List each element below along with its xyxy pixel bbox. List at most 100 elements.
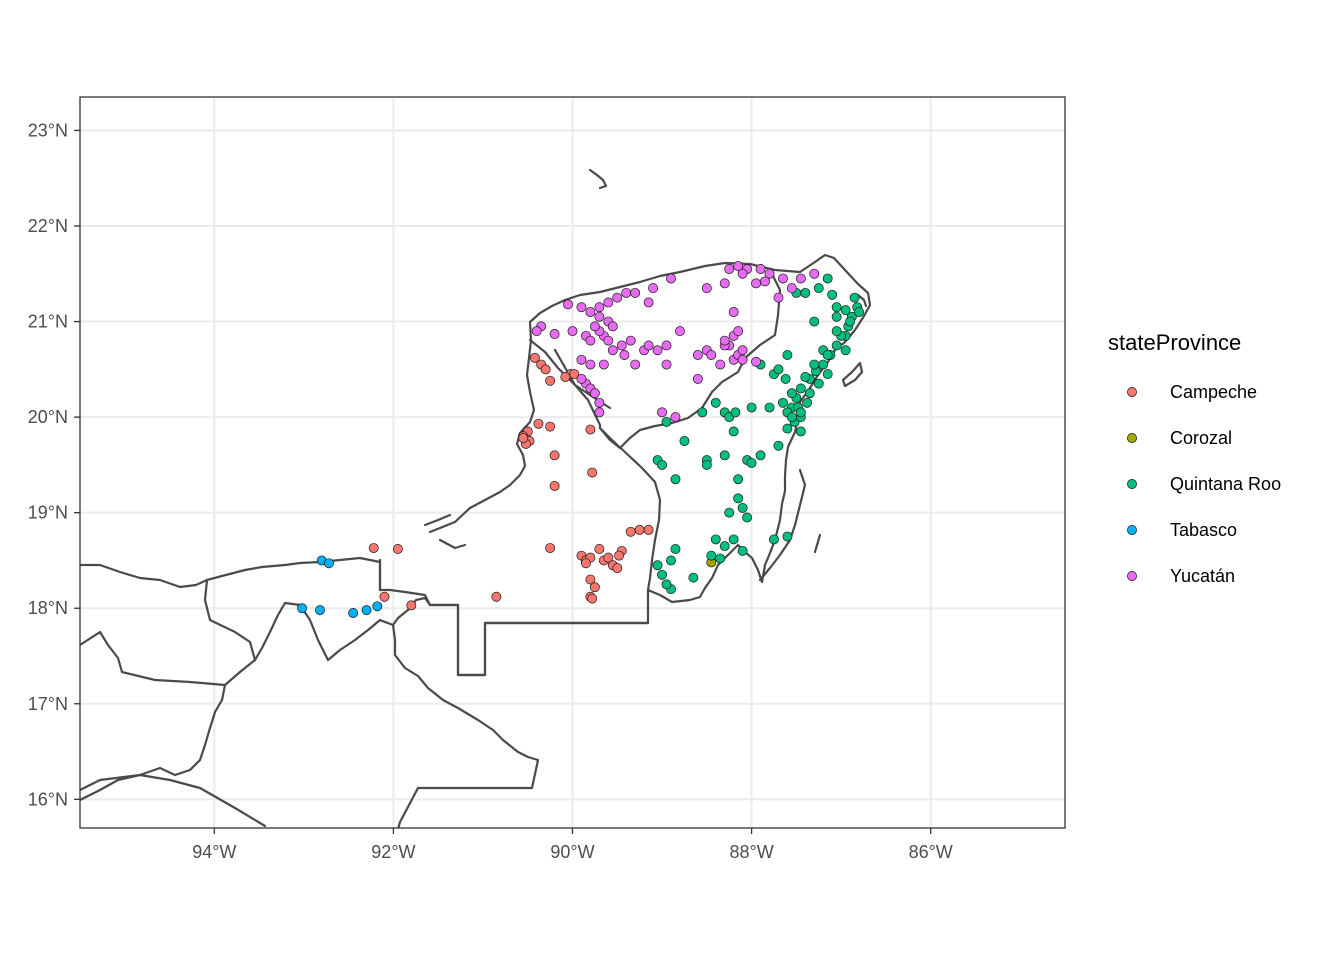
point-yucat-n xyxy=(764,268,775,279)
point-quintana-roo xyxy=(800,287,811,298)
point-tabasco xyxy=(297,603,308,614)
point-quintana-roo xyxy=(831,340,842,351)
yucatan-quintanaroo-border xyxy=(598,268,782,450)
point-yucat-n xyxy=(585,335,596,346)
state-borders-central xyxy=(223,601,395,687)
point-campeche xyxy=(587,593,598,604)
legend-key xyxy=(1127,433,1137,443)
point-quintana-roo xyxy=(661,579,672,590)
point-campeche xyxy=(643,524,654,535)
point-quintana-roo xyxy=(831,326,842,337)
point-quintana-roo xyxy=(782,423,793,434)
point-campeche xyxy=(545,543,556,553)
point-campeche xyxy=(560,372,571,382)
point-campeche xyxy=(585,574,596,585)
state-borders-west xyxy=(80,630,227,802)
point-quintana-roo xyxy=(840,305,851,316)
point-yucat-n xyxy=(670,412,681,423)
point-yucat-n xyxy=(648,283,659,294)
point-quintana-roo xyxy=(710,534,721,545)
point-yucat-n xyxy=(773,292,784,303)
point-yucat-n xyxy=(643,340,654,351)
point-yucat-n xyxy=(737,345,748,356)
legend-key xyxy=(1127,525,1137,535)
point-quintana-roo xyxy=(657,569,667,580)
point-yucat-n xyxy=(576,373,587,384)
point-quintana-roo xyxy=(822,273,833,284)
bay-of-chetumal xyxy=(758,468,807,582)
point-yucat-n xyxy=(777,273,788,284)
point-quintana-roo xyxy=(822,350,833,360)
point-quintana-roo xyxy=(831,311,842,322)
point-yucat-n xyxy=(594,302,605,313)
point-quintana-roo xyxy=(782,350,793,360)
point-yucat-n xyxy=(652,345,663,356)
point-yucat-n xyxy=(594,397,605,408)
point-yucat-n xyxy=(594,311,605,322)
point-campeche xyxy=(533,418,544,429)
gridlines xyxy=(80,97,1065,828)
point-quintana-roo xyxy=(822,369,833,380)
point-quintana-roo xyxy=(688,572,699,583)
point-quintana-roo xyxy=(795,383,806,394)
y-tick-label: 23°N xyxy=(28,120,68,140)
basemap xyxy=(80,168,872,828)
point-yucat-n xyxy=(666,273,676,284)
point-quintana-roo xyxy=(769,534,779,545)
point-quintana-roo xyxy=(780,373,791,384)
point-campeche xyxy=(549,450,560,461)
y-tick-label: 18°N xyxy=(28,598,68,618)
point-yucat-n xyxy=(589,388,600,399)
point-quintana-roo xyxy=(657,459,667,470)
point-yucat-n xyxy=(733,261,744,272)
point-yucat-n xyxy=(661,340,672,351)
point-campeche xyxy=(614,550,625,561)
point-yucat-n xyxy=(737,268,748,279)
country-border xyxy=(391,596,650,828)
point-yucat-n xyxy=(607,345,618,356)
point-yucat-n xyxy=(612,292,623,303)
point-quintana-roo xyxy=(730,407,741,418)
point-quintana-roo xyxy=(710,397,721,408)
point-yucat-n xyxy=(576,302,587,313)
legend-label: Tabasco xyxy=(1170,520,1237,540)
point-yucat-n xyxy=(619,350,630,360)
point-yucat-n xyxy=(585,307,596,317)
point-yucat-n xyxy=(809,268,820,279)
point-quintana-roo xyxy=(845,316,856,327)
legend-key xyxy=(1127,571,1137,581)
point-yucat-n xyxy=(598,359,609,370)
y-tick-label: 16°N xyxy=(28,789,68,809)
point-campeche xyxy=(569,369,580,380)
point-quintana-roo xyxy=(742,512,753,523)
point-campeche xyxy=(491,591,502,602)
point-quintana-roo xyxy=(849,292,860,303)
point-tabasco xyxy=(323,558,334,569)
point-quintana-roo xyxy=(831,302,842,313)
legend-title: stateProvince xyxy=(1108,330,1241,355)
point-quintana-roo xyxy=(786,412,797,423)
x-axis: 94°W 92°W 90°W 88°W 86°W xyxy=(192,828,953,862)
point-yucat-n xyxy=(531,326,542,337)
y-tick-label: 17°N xyxy=(28,694,68,714)
point-quintana-roo xyxy=(804,388,815,399)
point-campeche xyxy=(580,558,591,569)
point-yucat-n xyxy=(719,335,730,346)
point-yucat-n xyxy=(733,326,744,337)
point-yucat-n xyxy=(563,299,573,310)
point-quintana-roo xyxy=(728,534,739,545)
isla-mujeres xyxy=(856,293,868,308)
point-yucat-n xyxy=(661,359,672,370)
point-quintana-roo xyxy=(755,450,766,461)
point-quintana-roo xyxy=(813,378,824,389)
point-yucat-n xyxy=(728,307,739,317)
point-yucat-n xyxy=(692,373,703,384)
point-campeche xyxy=(587,467,598,478)
point-quintana-roo xyxy=(764,402,775,413)
point-yucat-n xyxy=(795,273,806,284)
arrecife-alacranes xyxy=(588,168,608,190)
point-campeche xyxy=(529,352,540,363)
point-quintana-roo xyxy=(661,416,672,427)
point-tabasco xyxy=(348,608,359,618)
rio-laguna xyxy=(438,538,467,550)
